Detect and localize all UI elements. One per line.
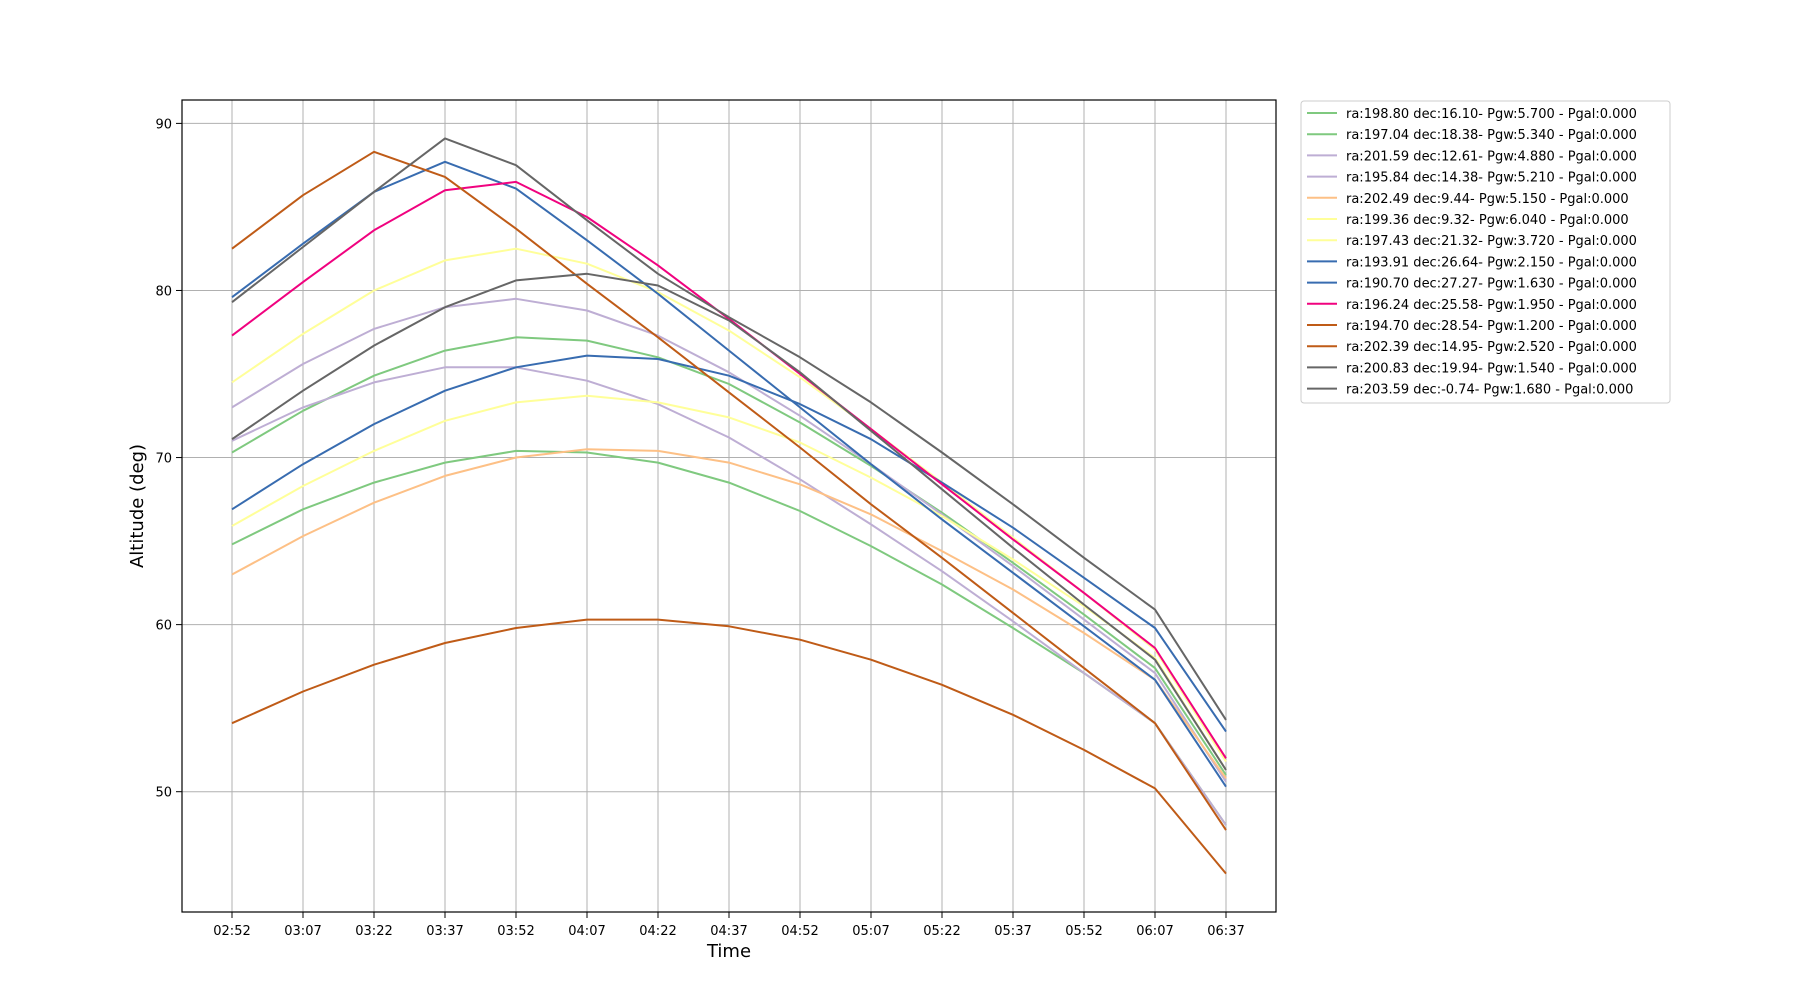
- legend-items: ra:198.80 dec:16.10- Pgw:5.700 - Pgal:0.…: [1307, 107, 1637, 398]
- x-tick-label: 04:07: [568, 924, 605, 939]
- legend-frame: [1300, 100, 1671, 404]
- x-tick-label: 03:52: [497, 924, 534, 939]
- legend-label: ra:202.49 dec:9.44- Pgw:5.150 - Pgal:0.0…: [1346, 192, 1629, 207]
- legend-label: ra:196.24 dec:25.58- Pgw:1.950 - Pgal:0.…: [1346, 298, 1637, 313]
- series-line-13: [231, 272, 1227, 771]
- y-tick-label: 90: [155, 117, 172, 132]
- legend-label: ra:195.84 dec:14.38- Pgw:5.210 - Pgal:0.…: [1346, 171, 1637, 186]
- legend: ra:198.80 dec:16.10- Pgw:5.700 - Pgal:0.…: [1300, 100, 1671, 404]
- y-tick-label: 70: [155, 452, 172, 467]
- x-tick-label: 03:07: [284, 924, 321, 939]
- legend-label: ra:193.91 dec:26.64- Pgw:2.150 - Pgal:0.…: [1346, 255, 1637, 270]
- y-tick-label: 80: [155, 284, 172, 299]
- x-tick-label: 04:22: [639, 924, 676, 939]
- series-line-1: [231, 336, 1227, 776]
- legend-label: ra:203.59 dec:-0.74- Pgw:1.680 - Pgal:0.…: [1346, 383, 1633, 398]
- y-axis-ticks: 50 60 70 80 90: [155, 117, 182, 801]
- series-line-6: [231, 394, 1227, 771]
- legend-label: ra:190.70 dec:27.27- Pgw:1.630 - Pgal:0.…: [1346, 277, 1637, 292]
- series-line-14: [231, 137, 1227, 721]
- x-axis-title: Time: [706, 941, 751, 962]
- series-line-11: [231, 150, 1227, 831]
- legend-label: ra:197.04 dec:18.38- Pgw:5.340 - Pgal:0.…: [1346, 128, 1637, 143]
- series-line-4: [231, 297, 1227, 783]
- series-line-8: [231, 354, 1227, 733]
- legend-label: ra:201.59 dec:12.61- Pgw:4.880 - Pgal:0.…: [1346, 149, 1637, 164]
- x-tick-label: 05:07: [852, 924, 889, 939]
- series-lines: [231, 137, 1227, 875]
- legend-label: ra:199.36 dec:9.32- Pgw:6.040 - Pgal:0.0…: [1346, 213, 1629, 228]
- legend-label: ra:200.83 dec:19.94- Pgw:1.540 - Pgal:0.…: [1346, 361, 1637, 376]
- x-tick-label: 04:37: [710, 924, 747, 939]
- y-axis-title: Altitude (deg): [127, 444, 148, 568]
- x-tick-label: 04:52: [781, 924, 818, 939]
- x-tick-label: 02:52: [213, 924, 250, 939]
- x-axis-ticks: 02:52 03:07 03:22 03:37 03:52 04:07 04:22 04:37…: [213, 912, 1245, 939]
- y-tick-label: 60: [155, 619, 172, 634]
- legend-label: ra:202.39 dec:14.95- Pgw:2.520 - Pgal:0.…: [1346, 340, 1637, 355]
- series-line-3: [231, 366, 1227, 826]
- x-tick-label: 05:52: [1065, 924, 1102, 939]
- series-line-10: [231, 180, 1227, 759]
- series-line-12: [231, 618, 1227, 875]
- legend-label: ra:197.43 dec:21.32- Pgw:3.720 - Pgal:0.…: [1346, 234, 1637, 249]
- series-line-9: [231, 160, 1227, 788]
- x-tick-label: 05:22: [923, 924, 960, 939]
- y-tick-label: 50: [155, 786, 172, 801]
- legend-label: ra:198.80 dec:16.10- Pgw:5.700 - Pgal:0.…: [1346, 107, 1637, 122]
- series-line-5: [231, 448, 1227, 779]
- x-tick-label: 06:07: [1136, 924, 1173, 939]
- series-line-2: [231, 449, 1227, 826]
- grid: [182, 100, 1276, 912]
- x-tick-label: 03:37: [426, 924, 463, 939]
- x-tick-label: 05:37: [994, 924, 1031, 939]
- x-tick-label: 06:37: [1207, 924, 1244, 939]
- x-tick-label: 03:22: [355, 924, 392, 939]
- legend-label: ra:194.70 dec:28.54- Pgw:1.200 - Pgal:0.…: [1346, 319, 1637, 334]
